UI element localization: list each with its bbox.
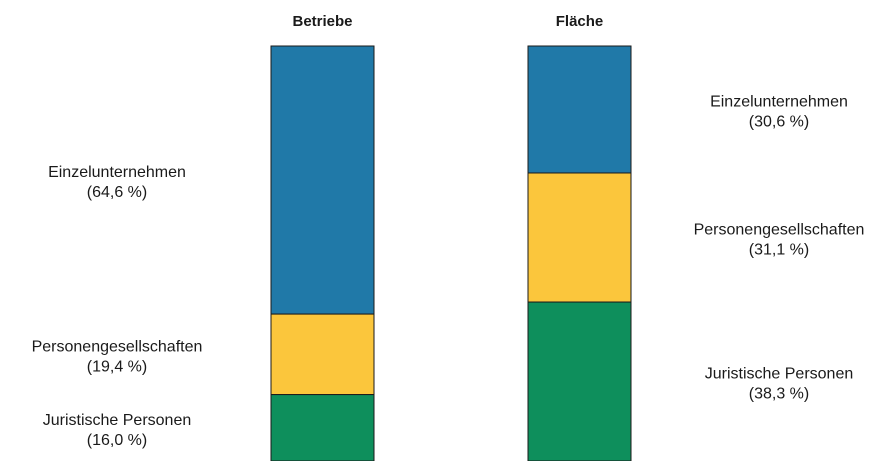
segment-label-flaeche-juristische-personen-value: (38,3 %)	[749, 386, 809, 403]
segment-label-flaeche-juristische-personen-name: Juristische Personen	[705, 366, 854, 383]
bar-segment-betriebe-personengesellschaften	[270, 313, 375, 396]
segment-label-betriebe-juristische-personen-value: (16,0 %)	[87, 432, 147, 449]
column-title-betriebe: Betriebe	[292, 13, 352, 30]
segment-label-betriebe-einzelunternehmen-name: Einzelunternehmen	[48, 164, 186, 181]
column-title-flaeche: Fläche	[556, 13, 604, 30]
segment-label-flaeche-einzelunternehmen-name: Einzelunternehmen	[710, 93, 848, 110]
segment-label-betriebe-personengesellschaften-value: (19,4 %)	[87, 358, 147, 375]
bar-segment-flaeche-juristische-personen	[527, 301, 632, 462]
bar-segment-betriebe-juristische-personen	[270, 394, 375, 462]
segment-label-betriebe-einzelunternehmen-value: (64,6 %)	[87, 184, 147, 201]
segment-label-flaeche-personengesellschaften-name: Personengesellschaften	[694, 222, 865, 239]
segment-label-betriebe-personengesellschaften-name: Personengesellschaften	[32, 338, 203, 355]
segment-label-flaeche-personengesellschaften-value: (31,1 %)	[749, 242, 809, 259]
bar-segment-betriebe-einzelunternehmen	[270, 45, 375, 315]
bar-segment-flaeche-personengesellschaften	[527, 172, 632, 303]
bar-segment-flaeche-einzelunternehmen	[527, 45, 632, 174]
segment-label-flaeche-einzelunternehmen-value: (30,6 %)	[749, 113, 809, 130]
segment-label-betriebe-juristische-personen-name: Juristische Personen	[43, 412, 192, 429]
